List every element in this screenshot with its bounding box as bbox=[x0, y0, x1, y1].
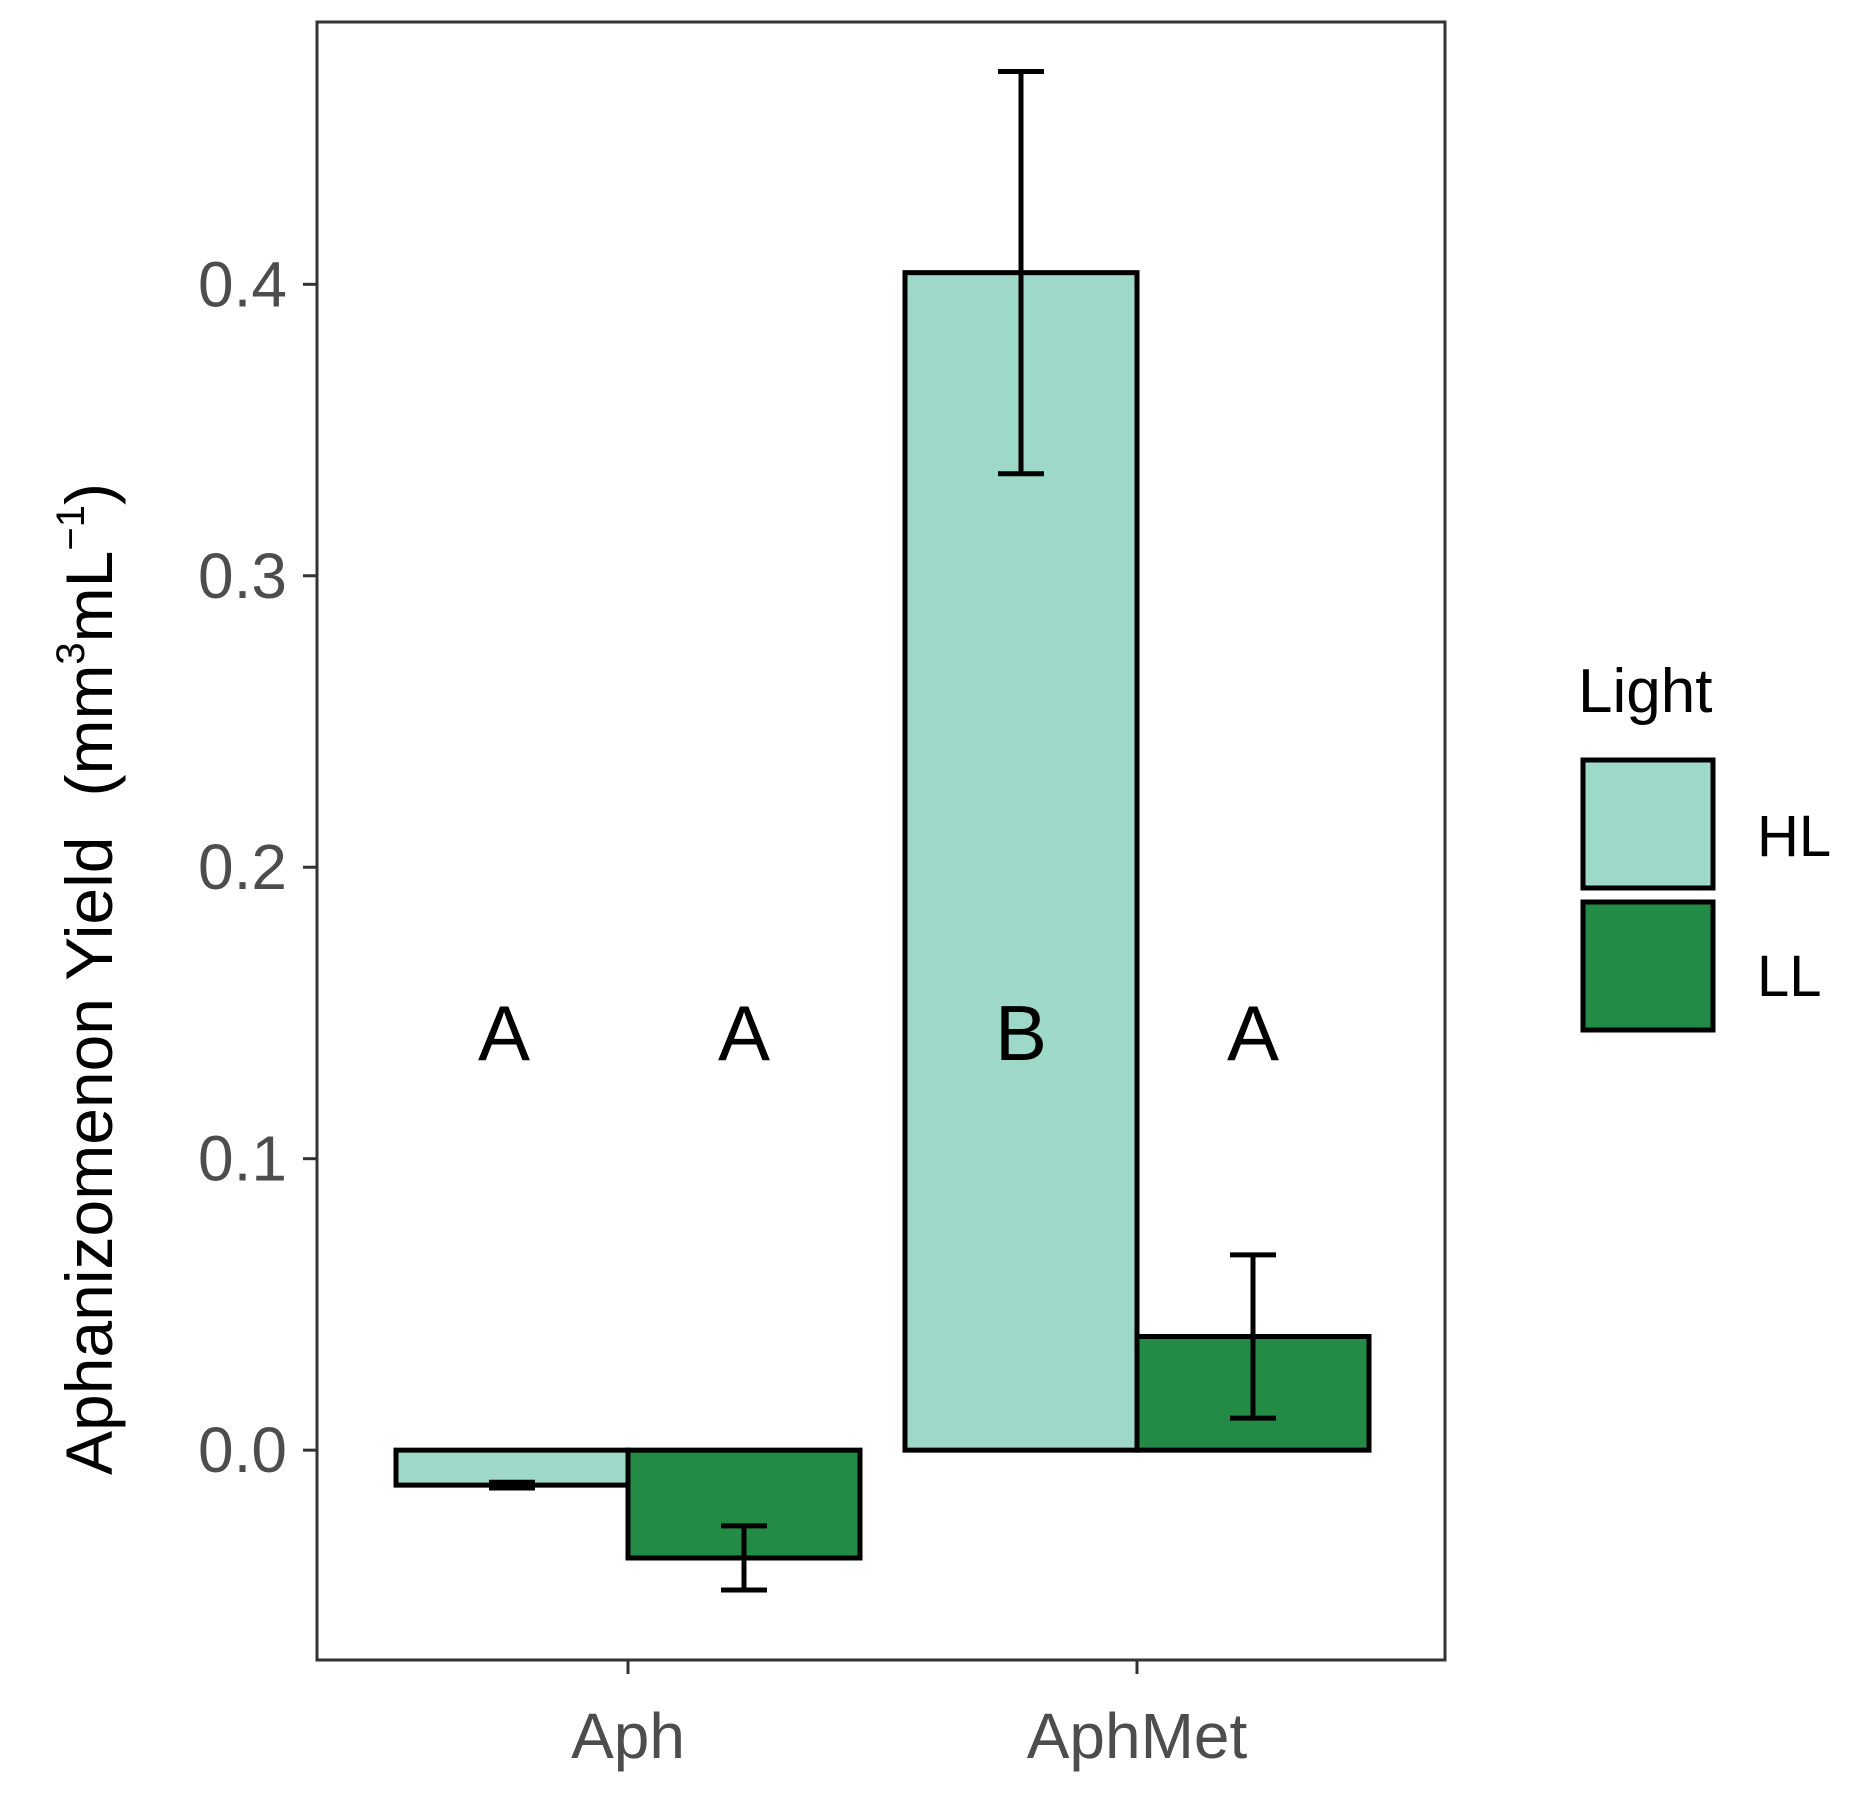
x-tick-label: AphMet bbox=[1027, 1700, 1248, 1772]
y-axis-title-unit-open: (mm bbox=[52, 665, 126, 797]
y-axis: 0.0 0.1 0.2 0.3 0.4 bbox=[198, 248, 317, 1486]
legend-label-ll: LL bbox=[1757, 944, 1822, 1009]
legend-label-hl: HL bbox=[1757, 804, 1831, 869]
panel-border bbox=[315, 20, 1447, 1662]
y-tick-label: 0.2 bbox=[198, 831, 287, 903]
significance-letters: A BA A bbox=[478, 989, 1279, 1077]
x-tick-label: Aph bbox=[571, 1700, 685, 1772]
legend-key-ll bbox=[1580, 899, 1716, 1033]
x-axis: Aph AphMet bbox=[571, 1660, 1248, 1772]
y-axis-title-unit-mid: mL bbox=[52, 551, 126, 643]
significance-letter: B bbox=[995, 989, 1047, 1077]
error-bar-hl-aphmet bbox=[998, 69, 1044, 477]
y-axis-title: Aphanizomenon Yield (mm3mL−1) bbox=[49, 483, 126, 1475]
y-tick-label: 0.1 bbox=[198, 1123, 287, 1195]
y-axis-title-main: Aphanizomenon Yield bbox=[52, 837, 126, 1475]
error-bars bbox=[489, 69, 1276, 1593]
y-tick-label: 0.3 bbox=[198, 540, 287, 612]
y-axis-title-unit-sup1: 3 bbox=[49, 642, 93, 664]
significance-letter: A bbox=[718, 989, 770, 1077]
y-axis-title-unit-close: ) bbox=[52, 483, 126, 505]
legend-key-hl bbox=[1580, 757, 1716, 891]
error-bar-hl-aph bbox=[489, 1479, 535, 1491]
y-axis-title-unit-sup2: −1 bbox=[49, 505, 93, 551]
legend-title: Light bbox=[1578, 657, 1712, 726]
y-tick-label: 0.0 bbox=[198, 1414, 287, 1486]
y-tick-label: 0.4 bbox=[198, 248, 287, 320]
significance-letter: A bbox=[478, 989, 530, 1077]
error-bar-ll-aph bbox=[721, 1523, 767, 1593]
legend: Light HL LL bbox=[1578, 657, 1831, 1033]
significance-letter: A bbox=[1227, 989, 1279, 1077]
bars bbox=[393, 270, 1372, 1561]
error-bar-ll-aphmet bbox=[1230, 1252, 1276, 1421]
